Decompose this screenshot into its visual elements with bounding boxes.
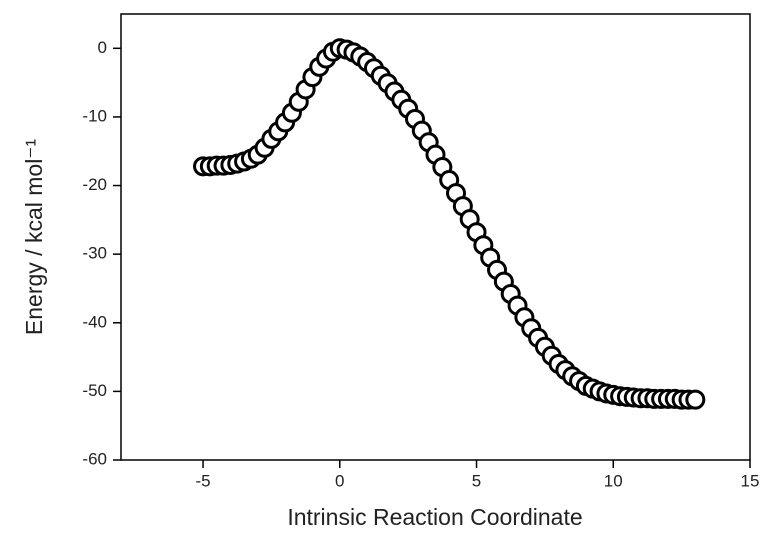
y-tick-label: -10 — [82, 106, 107, 125]
y-tick-label: 0 — [98, 38, 107, 57]
y-tick-label: -40 — [82, 312, 107, 331]
x-tick-label: 15 — [741, 471, 760, 490]
x-tick-label: -5 — [195, 471, 210, 490]
x-axis-label: Intrinsic Reaction Coordinate — [287, 504, 582, 530]
x-tick-label: 10 — [604, 471, 623, 490]
y-axis-label: Energy / kcal mol⁻¹ — [21, 139, 47, 336]
y-tick-label: -30 — [82, 244, 107, 263]
y-tick-label: -20 — [82, 175, 107, 194]
x-tick-label: 5 — [472, 471, 481, 490]
data-point — [685, 389, 706, 410]
plot-frame — [120, 13, 751, 461]
y-tick-label: -60 — [82, 449, 107, 468]
x-tick-label: 0 — [335, 471, 344, 490]
y-tick-label: -50 — [82, 381, 107, 400]
